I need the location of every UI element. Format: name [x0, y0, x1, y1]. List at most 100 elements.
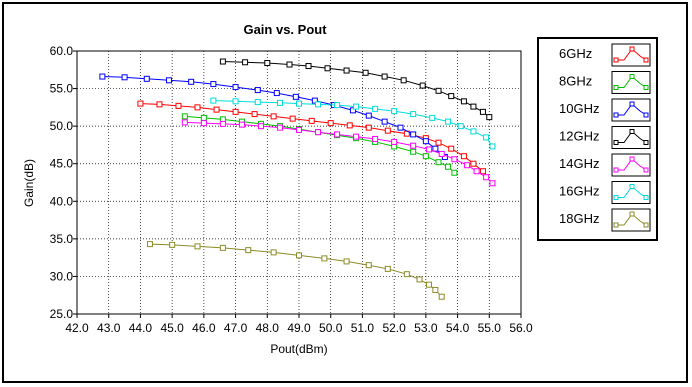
series-6ghz — [137, 100, 486, 175]
data-point-12ghz — [479, 108, 486, 115]
data-point-14ghz — [200, 120, 207, 127]
data-point-16ghz — [276, 99, 283, 106]
gridlines — [77, 51, 521, 314]
legend-swatch-marker — [613, 57, 619, 63]
data-point-10ghz — [441, 153, 448, 160]
data-point-8ghz — [410, 148, 417, 155]
data-point-14ghz — [238, 121, 245, 128]
data-point-14ghz — [296, 126, 302, 133]
legend-swatch-18ghz — [611, 208, 651, 232]
data-point-16ghz — [254, 99, 261, 106]
data-point-18ghz — [432, 286, 439, 293]
data-point-16ghz — [334, 102, 341, 109]
y-tick-label: 40.0 — [50, 194, 74, 208]
y-tick-label: 45.0 — [50, 157, 74, 171]
data-point-14ghz — [438, 150, 445, 157]
series-14ghz — [181, 119, 496, 187]
legend-swatch-marker — [613, 85, 619, 90]
legend-swatch-marker — [643, 57, 649, 63]
data-point-12ghz — [286, 61, 293, 68]
data-point-12ghz — [305, 63, 312, 70]
series-line-6ghz — [140, 103, 484, 172]
data-point-14ghz — [353, 133, 360, 140]
data-point-18ghz — [296, 252, 302, 259]
x-tick-label: 44.0 — [129, 321, 153, 335]
x-tick-label: 49.0 — [287, 321, 311, 335]
data-point-10ghz — [410, 131, 417, 138]
data-point-16ghz — [296, 100, 302, 107]
data-point-16ghz — [457, 123, 464, 130]
legend-swatch-marker — [629, 129, 635, 134]
legend-swatch-16ghz — [611, 181, 651, 204]
data-point-12ghz — [460, 98, 467, 105]
data-point-16ghz — [483, 134, 490, 141]
data-point-6ghz — [194, 104, 201, 111]
data-point-12ghz — [219, 58, 226, 65]
legend-swatch-marker — [613, 167, 619, 173]
data-point-16ghz — [410, 111, 417, 118]
data-point-18ghz — [438, 293, 445, 300]
series-12ghz — [219, 58, 493, 121]
legend-swatch-marker — [629, 156, 635, 162]
data-point-6ghz — [327, 120, 334, 127]
data-point-10ghz — [232, 84, 239, 91]
legend-swatch-marker — [629, 74, 635, 79]
legend-label-18ghz: 18GHz — [559, 211, 599, 226]
legend-item-12ghz: 12GHz — [559, 126, 651, 149]
data-point-16ghz — [391, 108, 398, 115]
data-point-10ghz — [188, 78, 195, 85]
data-point-6ghz — [175, 102, 182, 109]
data-point-18ghz — [416, 276, 423, 283]
data-point-10ghz — [397, 124, 404, 131]
legend-swatch-marker — [629, 184, 635, 189]
series-layer — [99, 58, 496, 300]
data-point-16ghz — [470, 128, 477, 135]
series-16ghz — [210, 97, 496, 150]
data-point-6ghz — [346, 122, 353, 129]
data-point-16ghz — [353, 103, 360, 110]
gain-vs-pout-chart: Gain vs. Pout 42.0 43.0 44.0 45.0 46.0 47.0 48… — [22, 22, 658, 356]
x-tick-label: 51.0 — [351, 321, 375, 335]
data-point-12ghz — [435, 87, 442, 94]
legend-label-14ghz: 14GHz — [559, 156, 599, 171]
data-point-6ghz — [270, 113, 277, 120]
data-point-12ghz — [264, 60, 271, 67]
legend-swatch-10ghz — [611, 98, 651, 122]
data-point-8ghz — [181, 113, 188, 120]
data-point-8ghz — [422, 153, 429, 160]
legend-swatch-marker — [643, 112, 649, 118]
legend-item-14ghz: 14GHz — [559, 153, 651, 177]
data-point-6ghz — [384, 127, 391, 134]
data-point-14ghz — [315, 129, 322, 136]
data-point-18ghz — [219, 244, 226, 251]
data-point-14ghz — [473, 168, 480, 175]
data-point-16ghz — [210, 97, 217, 104]
data-point-14ghz — [276, 124, 283, 131]
data-point-18ghz — [426, 281, 433, 288]
data-point-18ghz — [343, 258, 350, 265]
data-point-18ghz — [384, 265, 391, 272]
data-point-14ghz — [410, 142, 417, 149]
data-point-16ghz — [489, 143, 496, 150]
data-point-6ghz — [470, 160, 477, 167]
x-tick-label: 48.0 — [256, 321, 280, 335]
legend-item-16ghz: 16GHz — [559, 181, 651, 204]
legend-swatch-12ghz — [611, 126, 651, 149]
data-point-10ghz — [311, 97, 318, 104]
chart-frame: Gain vs. Pout 42.0 43.0 44.0 45.0 46.0 47.0 48… — [2, 2, 688, 383]
data-point-18ghz — [365, 262, 372, 269]
data-point-6ghz — [137, 100, 144, 107]
legend-item-18ghz: 18GHz — [559, 208, 651, 232]
data-point-18ghz — [403, 271, 410, 278]
data-point-6ghz — [479, 168, 486, 175]
data-point-18ghz — [321, 255, 328, 262]
axis-ticks: 42.0 43.0 44.0 45.0 46.0 47.0 48.0 49.0 50.0 51.0… — [50, 44, 533, 335]
data-point-14ghz — [464, 162, 471, 169]
legend-swatch-marker — [613, 195, 619, 200]
data-point-14ghz — [334, 131, 341, 138]
data-point-8ghz — [200, 114, 207, 121]
data-point-18ghz — [146, 241, 153, 248]
y-tick-label: 50.0 — [50, 119, 74, 133]
data-point-12ghz — [343, 67, 350, 74]
legend-swatch-marker — [643, 195, 649, 200]
